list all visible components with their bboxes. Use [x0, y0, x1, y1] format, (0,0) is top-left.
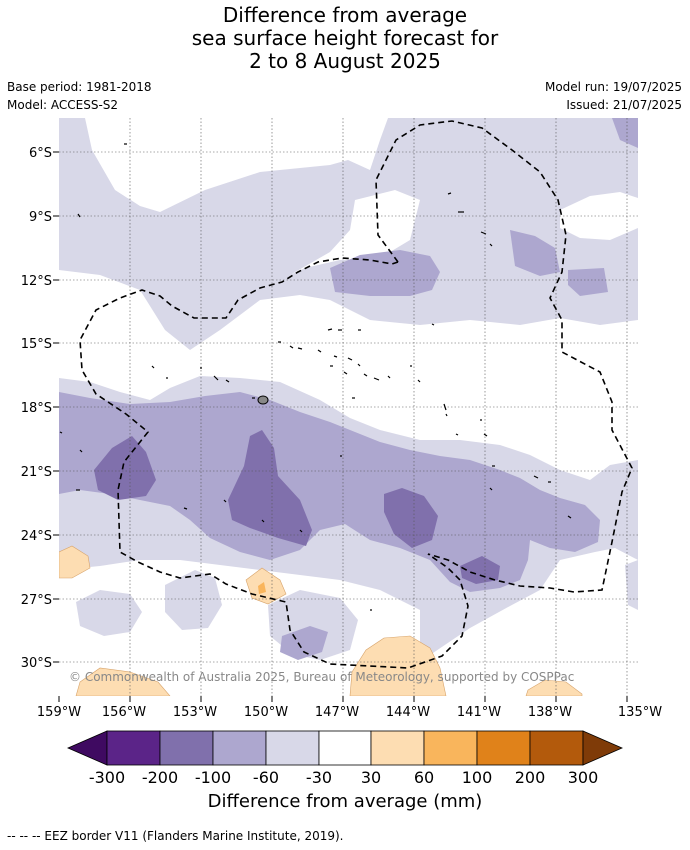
medium-patch-north-east-3: [612, 118, 638, 148]
model-name: Model: ACCESS-S2: [7, 98, 119, 112]
colorbar-tick: -60: [253, 768, 279, 787]
colorbar-segment: [476, 730, 531, 766]
light-patch-south-2: [165, 570, 222, 630]
medium-band-south: [59, 392, 600, 592]
colorbar-segment: [106, 730, 161, 766]
lat-label: 30°S: [21, 656, 52, 671]
light-patch-south-1: [76, 590, 142, 636]
island-large: [257, 395, 269, 405]
dark-patch-west: [94, 436, 156, 500]
white-region-central-band: [59, 270, 638, 480]
colorbar-segment: [318, 730, 372, 766]
copyright-notice: © Commonwealth of Australia 2025, Bureau…: [69, 670, 574, 684]
light-patch-south-east: [625, 560, 638, 610]
issued-date: Issued: 21/07/2025: [566, 98, 682, 112]
title-line-2: sea surface height forecast for: [191, 26, 499, 50]
dark-patch-centre: [228, 430, 312, 546]
medium-patch-north-east-2: [568, 268, 608, 296]
medium-patch-south-small: [280, 626, 328, 660]
lat-label: 24°S: [21, 529, 52, 544]
colorbar-segment: [212, 730, 267, 766]
colorbar-extend-high: [582, 730, 624, 766]
islands: [59, 143, 572, 611]
colorbar-segment: [159, 730, 214, 766]
lat-label: 9°S: [29, 210, 52, 225]
colorbar-segment: [370, 730, 425, 766]
lon-label: 135°W: [618, 705, 662, 720]
eez-legend-footer: -- -- -- EEZ border V11 (Flanders Marine…: [7, 829, 344, 843]
dark-patch-south-east: [460, 556, 500, 584]
colorbar-tick: 300: [568, 768, 599, 787]
lon-label: 150°W: [244, 705, 288, 720]
lat-label: 27°S: [21, 593, 52, 608]
title-line-1: Difference from average: [222, 3, 468, 27]
lat-label: 18°S: [21, 401, 52, 416]
colorbar-tick: 100: [462, 768, 493, 787]
colorbar-tick: -100: [195, 768, 231, 787]
lon-label: 138°W: [528, 705, 572, 720]
colorbar-segment: [529, 730, 584, 766]
positive-patch-centre-core: [258, 582, 266, 594]
positive-patch-south-east: [525, 679, 583, 696]
title-line-3: 2 to 8 August 2025: [249, 49, 441, 73]
colorbar-segment: [423, 730, 478, 766]
colorbar-tick: -30: [306, 768, 332, 787]
dark-patch-east: [384, 488, 438, 548]
white-region-south-east: [420, 548, 638, 696]
lat-label: 21°S: [21, 465, 52, 480]
positive-patch-south-west: [75, 667, 171, 696]
meta-left: Base period: 1981-2018 Model: ACCESS-S2: [7, 78, 152, 114]
lon-label: 141°W: [457, 705, 501, 720]
colorbar-tick: -300: [89, 768, 125, 787]
lon-axis: 159°W 156°W 153°W 150°W 147°W 144°W 141°…: [37, 696, 662, 720]
colorbar-tick: 60: [414, 768, 434, 787]
medium-patch-north: [330, 250, 440, 296]
lon-label: 147°W: [315, 705, 359, 720]
map-field: [59, 118, 638, 696]
colorbar-tick: -200: [142, 768, 178, 787]
chart-title: Difference from average sea surface heig…: [0, 4, 690, 73]
lat-label: 12°S: [21, 274, 52, 289]
lon-label: 159°W: [37, 705, 81, 720]
positive-patch-south: [349, 635, 447, 696]
positive-patch-west: [59, 545, 91, 579]
medium-patch-north-east-1: [510, 230, 560, 276]
lon-label: 156°W: [102, 705, 146, 720]
white-region-centre-north: [290, 190, 420, 275]
lon-label: 153°W: [173, 705, 217, 720]
lon-label: 144°W: [386, 705, 430, 720]
base-period: Base period: 1981-2018: [7, 80, 152, 94]
white-region-north-small: [175, 118, 380, 150]
lat-label: 6°S: [29, 146, 52, 161]
lat-axis: 6°S 9°S 12°S 15°S 18°S 21°S 24°S 27°S 30…: [21, 146, 59, 671]
model-run: Model run: 19/07/2025: [544, 80, 682, 94]
colorbar-tick: 30: [361, 768, 381, 787]
colorbar-tick: 200: [515, 768, 546, 787]
colorbar-title: Difference from average (mm): [207, 791, 483, 812]
lat-label: 15°S: [21, 337, 52, 352]
eez-borders: [79, 120, 633, 669]
meta-right: Model run: 19/07/2025 Issued: 21/07/2025: [545, 78, 682, 114]
colorbar: -300 -200 -100 -60 -30 30 60 100 200 300: [66, 730, 624, 787]
colorbar-extend-low: [66, 730, 108, 766]
colorbar-segment: [265, 730, 320, 766]
